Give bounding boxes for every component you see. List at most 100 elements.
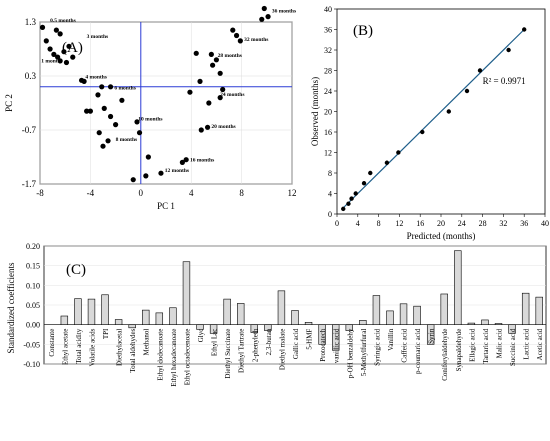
y-tick-label: 0.00 bbox=[26, 321, 40, 330]
bar bbox=[87, 298, 96, 325]
x-tick-label: 2-phenyleth bbox=[251, 328, 259, 362]
data-point bbox=[81, 78, 87, 84]
point-annotation: 3 months bbox=[87, 34, 109, 40]
x-tick-label: 36 bbox=[520, 219, 528, 228]
data-point bbox=[119, 97, 125, 103]
data-point bbox=[210, 62, 216, 68]
data-point bbox=[43, 38, 49, 44]
panel-b-y-axis-label: Observed (months) bbox=[310, 77, 320, 146]
data-point bbox=[220, 86, 226, 93]
data-point bbox=[105, 138, 111, 144]
bar bbox=[182, 261, 191, 325]
point-annotation: 4 months bbox=[85, 75, 107, 81]
bar bbox=[74, 298, 82, 325]
x-tick-label: Diethyl Tartrate bbox=[238, 329, 246, 373]
data-point bbox=[107, 113, 114, 120]
y-tick-label: 0 bbox=[328, 210, 332, 219]
bar bbox=[277, 290, 286, 325]
x-tick-label: Total aldehydes bbox=[129, 328, 137, 372]
x-tick-label: 4 bbox=[356, 219, 360, 228]
point-annotation: 36 months bbox=[272, 8, 296, 14]
point-annotation: 24 months bbox=[220, 92, 244, 98]
data-point bbox=[522, 27, 527, 32]
panel-c-label: (C) bbox=[66, 262, 86, 278]
data-point bbox=[349, 196, 354, 201]
x-tick-label: Diethyl Succinate bbox=[224, 329, 232, 379]
data-point bbox=[187, 89, 193, 95]
data-point bbox=[57, 58, 63, 64]
y-tick-label: 0.20 bbox=[26, 242, 40, 251]
panel-b-x-axis-label: Predicted (months) bbox=[407, 231, 476, 241]
point-annotation: 8 months bbox=[116, 137, 138, 143]
point-annotation: 6 months bbox=[114, 86, 136, 92]
bar bbox=[101, 294, 109, 325]
x-tick-label: 0 bbox=[335, 219, 339, 228]
y-tick-label: 24 bbox=[324, 87, 332, 96]
data-point bbox=[346, 201, 351, 206]
bar bbox=[237, 303, 245, 325]
point-annotation: 32 months bbox=[244, 37, 268, 43]
data-point bbox=[206, 100, 212, 106]
data-point bbox=[57, 31, 63, 37]
bar bbox=[332, 324, 340, 351]
x-tick-label: 20 bbox=[437, 219, 445, 228]
data-point bbox=[198, 127, 204, 133]
data-point bbox=[134, 119, 140, 125]
data-point bbox=[55, 54, 61, 60]
y-tick-label: -0.10 bbox=[23, 360, 40, 369]
y-tick-label: 28 bbox=[324, 67, 332, 76]
data-point bbox=[233, 32, 240, 39]
data-point bbox=[217, 70, 223, 76]
bar bbox=[209, 324, 218, 334]
x-tick-label: 40 bbox=[541, 219, 549, 228]
x-tick-label: Acetic acid bbox=[536, 328, 544, 360]
x-tick-label: Malic acid bbox=[496, 328, 504, 358]
bar bbox=[399, 303, 408, 325]
bar bbox=[250, 324, 258, 333]
x-tick-label: 2,3-butan bbox=[265, 328, 273, 355]
data-point bbox=[39, 24, 46, 30]
x-tick-label: Diethyl malate bbox=[278, 329, 286, 370]
bar bbox=[508, 324, 516, 334]
bar bbox=[440, 293, 448, 325]
x-tick-label: Total acidity bbox=[75, 328, 83, 364]
x-tick-label: 12 bbox=[395, 219, 403, 228]
y-tick-label: -0.05 bbox=[23, 340, 40, 349]
panel-b: 0 4 8 12 16 20 24 28 32 36 40 0 4 8 12 16 20 24 28 32 36 40 (… bbox=[310, 5, 549, 241]
panel-c: -0.10 -0.05 0.00 0.05 0.10 0.15 0.20 Constante E… bbox=[6, 242, 547, 387]
x-tick-label: Ethyl hexadecanoate bbox=[170, 329, 178, 387]
y-tick-label: 16 bbox=[324, 128, 332, 137]
data-point bbox=[265, 14, 271, 20]
bar bbox=[264, 324, 272, 331]
panel-b-label: (B) bbox=[353, 23, 373, 39]
data-point bbox=[237, 38, 243, 44]
data-point bbox=[143, 173, 149, 179]
bar bbox=[196, 324, 204, 330]
bar bbox=[128, 324, 136, 329]
y-tick-label: 36 bbox=[324, 26, 332, 35]
data-point bbox=[420, 129, 425, 135]
bar bbox=[481, 319, 489, 325]
point-annotation: 1 mont bbox=[41, 59, 58, 65]
panel-a-x-axis-label: PC 1 bbox=[157, 201, 175, 211]
data-point bbox=[99, 84, 105, 90]
x-tick-label: 0 bbox=[139, 188, 144, 198]
data-point bbox=[446, 109, 451, 114]
data-point bbox=[96, 130, 102, 136]
data-point bbox=[261, 5, 267, 12]
x-tick-label: p-OH benzaldehy bbox=[346, 328, 354, 378]
data-point bbox=[47, 46, 53, 52]
data-point bbox=[145, 154, 151, 160]
bar bbox=[60, 315, 69, 325]
data-point bbox=[158, 170, 164, 176]
bar bbox=[426, 324, 435, 345]
bar bbox=[521, 292, 530, 325]
bar bbox=[413, 305, 421, 325]
x-tick-label: Ethyl dodecanoate bbox=[156, 329, 164, 381]
y-tick-label: 4 bbox=[328, 190, 332, 199]
point-annotation: 16 months bbox=[190, 157, 214, 163]
x-tick-label: vanillic acid bbox=[333, 328, 341, 363]
x-tick-label: TPI bbox=[102, 328, 110, 339]
bar bbox=[467, 322, 476, 325]
